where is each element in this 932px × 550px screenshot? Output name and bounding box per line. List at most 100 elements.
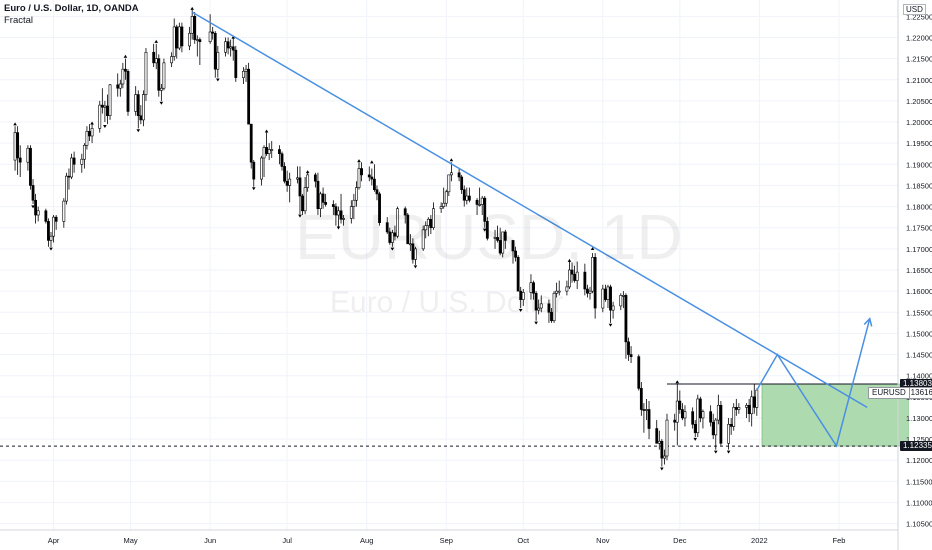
candle-body[interactable] (321, 193, 325, 203)
candle-body[interactable] (624, 295, 628, 343)
candle-body[interactable] (642, 409, 646, 411)
candle-body[interactable] (360, 168, 363, 176)
candle-body[interactable] (660, 440, 664, 459)
candle-body[interactable] (180, 26, 184, 47)
candle-body[interactable] (190, 16, 194, 34)
candle-body[interactable] (714, 419, 718, 436)
candle-body[interactable] (357, 168, 361, 188)
candle-body[interactable] (606, 286, 610, 300)
candle-body[interactable] (252, 161, 256, 180)
candle-body[interactable] (285, 180, 289, 186)
candle-body[interactable] (18, 157, 22, 163)
candle-body[interactable] (100, 104, 104, 108)
candle-body[interactable] (462, 189, 466, 201)
candle-body[interactable] (532, 282, 535, 294)
candle-body[interactable] (339, 210, 343, 220)
candle-body[interactable] (47, 221, 50, 241)
candle-body[interactable] (229, 46, 233, 49)
candle-body[interactable] (421, 229, 425, 250)
candle-body[interactable] (385, 222, 389, 233)
candle-body[interactable] (372, 178, 376, 190)
candle-body[interactable] (54, 216, 58, 222)
symbol-tag[interactable]: EURUSD (868, 386, 910, 399)
candle-body[interactable] (283, 166, 286, 182)
candle-body[interactable] (260, 157, 263, 180)
candle-body[interactable] (36, 210, 40, 216)
candle-body[interactable] (601, 288, 605, 309)
candle-body[interactable] (370, 176, 374, 180)
candle-body[interactable] (467, 195, 471, 201)
candle-body[interactable] (247, 68, 251, 125)
candle-body[interactable] (519, 290, 523, 300)
candle-body[interactable] (226, 41, 230, 49)
candle-body[interactable] (603, 288, 607, 300)
candle-body[interactable] (411, 243, 415, 260)
candle-body[interactable] (611, 305, 615, 311)
candle-body[interactable] (591, 257, 594, 292)
candle-body[interactable] (629, 354, 633, 357)
candle-body[interactable] (573, 273, 577, 281)
candle-body[interactable] (727, 424, 731, 444)
candle-body[interactable] (737, 407, 741, 410)
candle-body[interactable] (449, 172, 453, 176)
candle-body[interactable] (550, 311, 553, 322)
candle-body[interactable] (424, 225, 428, 231)
candle-body[interactable] (575, 271, 579, 281)
candle-body[interactable] (70, 157, 73, 178)
candle-body[interactable] (498, 240, 502, 254)
candle-body[interactable] (62, 200, 66, 222)
trendline[interactable] (191, 11, 868, 409)
candle-body[interactable] (288, 178, 292, 186)
candle-body[interactable] (124, 68, 127, 72)
candle-body[interactable] (157, 58, 161, 91)
candle-body[interactable] (242, 71, 245, 78)
candle-body[interactable] (447, 174, 451, 193)
candle-body[interactable] (408, 243, 412, 246)
candle-body[interactable] (144, 51, 148, 95)
candle-body[interactable] (663, 455, 666, 459)
candle-body[interactable] (442, 202, 446, 207)
projection-arrowhead[interactable] (863, 317, 873, 327)
candle-body[interactable] (188, 32, 192, 47)
candle-body[interactable] (511, 240, 515, 252)
candle-body[interactable] (639, 388, 643, 410)
candle-body[interactable] (134, 94, 138, 112)
candle-body[interactable] (539, 303, 543, 309)
candle-body[interactable] (67, 175, 71, 178)
candle-body[interactable] (426, 218, 430, 226)
candle-body[interactable] (262, 147, 266, 159)
candle-body[interactable] (747, 404, 751, 415)
candle-body[interactable] (44, 210, 48, 222)
candle-body[interactable] (265, 147, 269, 155)
candle-body[interactable] (331, 204, 335, 207)
candle-body[interactable] (709, 411, 713, 423)
candle-body[interactable] (118, 83, 122, 89)
candle-body[interactable] (159, 87, 163, 91)
candle-body[interactable] (565, 286, 569, 292)
candle-body[interactable] (480, 197, 484, 205)
candle-body[interactable] (244, 68, 248, 72)
candle-body[interactable] (82, 144, 86, 160)
candle-body[interactable] (609, 286, 612, 311)
candle-body[interactable] (696, 398, 700, 434)
candle-body[interactable] (136, 94, 140, 116)
candle-body[interactable] (278, 149, 281, 155)
candle-body[interactable] (555, 290, 559, 294)
candle-body[interactable] (234, 49, 238, 78)
candle-body[interactable] (193, 16, 197, 40)
candle-body[interactable] (711, 421, 715, 436)
candle-body[interactable] (316, 180, 320, 209)
candle-body[interactable] (106, 105, 109, 116)
candle-body[interactable] (249, 123, 253, 163)
candle-body[interactable] (34, 199, 38, 216)
candle-body[interactable] (301, 195, 304, 212)
candle-body[interactable] (680, 409, 684, 419)
candle-body[interactable] (103, 105, 107, 108)
candle-body[interactable] (90, 128, 94, 137)
candle-body[interactable] (280, 153, 284, 167)
candle-body[interactable] (432, 208, 435, 229)
candle-body[interactable] (337, 210, 340, 216)
candle-body[interactable] (121, 68, 125, 85)
candle-body[interactable] (213, 32, 217, 70)
